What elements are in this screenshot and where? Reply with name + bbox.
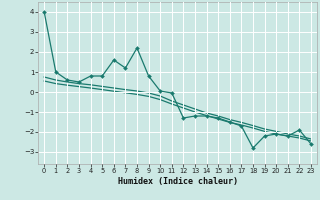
X-axis label: Humidex (Indice chaleur): Humidex (Indice chaleur) (118, 177, 238, 186)
